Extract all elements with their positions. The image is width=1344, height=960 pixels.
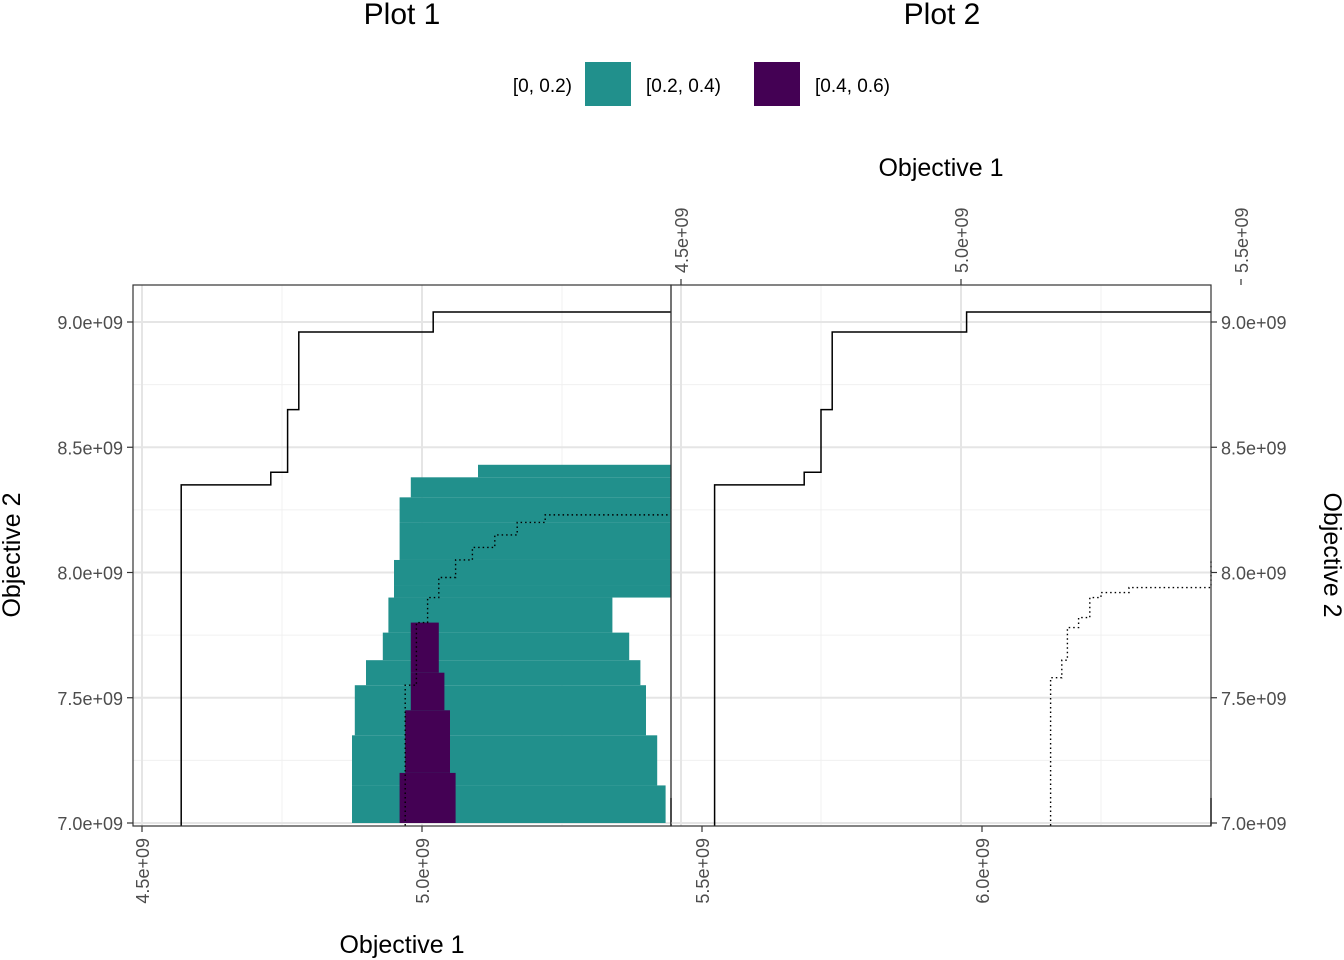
- legend: [0, 0.2) [0.2, 0.4) [0.4, 0.6): [513, 62, 890, 106]
- y-tick-label: 8.5e+09: [1221, 438, 1287, 458]
- region-band: [410, 622, 439, 673]
- solid-attainment-line: [713, 311, 1211, 826]
- y-tick-label: 9.0e+09: [57, 313, 123, 333]
- legend-label-2: [0.4, 0.6): [815, 76, 890, 97]
- legend-label-0: [0, 0.2): [513, 76, 572, 97]
- plot2-y-axis-title: Objective 2: [1318, 492, 1344, 617]
- y-tick-label: 7.0e+09: [57, 814, 123, 834]
- y-tick-label: 7.5e+09: [57, 689, 123, 709]
- plot2-panel: 4.5e+095.0e+095.5e+096.0e+097.0e+097.5e+…: [670, 207, 1287, 834]
- plot2-x-axis-title: Objective 1: [878, 154, 1003, 182]
- x-tick-label: 4.5e+09: [672, 207, 692, 273]
- plot2-border: [670, 284, 1212, 827]
- solid-attainment-line: [180, 311, 671, 826]
- plot1-y-axis-title: Objective 2: [0, 492, 26, 617]
- region-band: [399, 497, 671, 523]
- plot1-regions: [352, 464, 671, 823]
- plot1-x-axis-title: Objective 1: [339, 931, 464, 959]
- x-tick-label: 5.5e+09: [1232, 207, 1252, 273]
- region-band: [478, 464, 671, 478]
- x-tick-label: 5.0e+09: [413, 838, 433, 904]
- plot2-title: Plot 2: [904, 0, 981, 31]
- y-tick-label: 8.5e+09: [57, 438, 123, 458]
- plot1-axes: 4.5e+09 5.0e+09 5.5e+09 6.0e+09 7.0e+09 7.5e+…: [57, 313, 993, 904]
- region-band: [354, 685, 646, 736]
- region-band: [352, 735, 658, 786]
- y-tick-label: 8.0e+09: [1221, 564, 1287, 584]
- region-band: [366, 660, 641, 686]
- y-tick-label: 8.0e+09: [57, 564, 123, 584]
- x-tick-label: 5.0e+09: [952, 207, 972, 273]
- region-band: [394, 559, 671, 586]
- plot2-gridlines: [671, 285, 1211, 826]
- legend-swatch-1: [585, 62, 631, 106]
- x-tick-label: 6.0e+09: [973, 838, 993, 904]
- x-tick-label: 4.5e+09: [133, 838, 153, 904]
- plot2-axes: 4.5e+095.0e+095.5e+096.0e+097.0e+097.5e+…: [672, 207, 1287, 834]
- region-band: [399, 772, 456, 823]
- region-band: [410, 477, 671, 498]
- x-tick-label: 5.5e+09: [693, 838, 713, 904]
- y-tick-label: 9.0e+09: [1221, 313, 1287, 333]
- plot1-panel: 4.5e+09 5.0e+09 5.5e+09 6.0e+09 7.0e+09 7.5e+…: [57, 284, 993, 904]
- dotted-attainment-line: [404, 514, 671, 826]
- region-band: [352, 785, 666, 823]
- plot1-title: Plot 1: [364, 0, 441, 31]
- legend-label-1: [0.2, 0.4): [646, 76, 721, 97]
- legend-swatch-2: [754, 62, 800, 106]
- region-band: [399, 522, 671, 560]
- region-band: [405, 710, 450, 773]
- y-tick-label: 7.5e+09: [1221, 689, 1287, 709]
- region-band: [394, 585, 671, 598]
- y-tick-label: 7.0e+09: [1221, 814, 1287, 834]
